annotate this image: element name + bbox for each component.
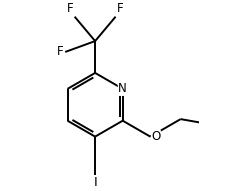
Text: O: O [151, 130, 160, 143]
Text: N: N [118, 82, 127, 95]
Text: F: F [67, 2, 74, 15]
Text: F: F [57, 45, 64, 58]
Text: F: F [117, 2, 123, 15]
Text: I: I [93, 176, 97, 189]
